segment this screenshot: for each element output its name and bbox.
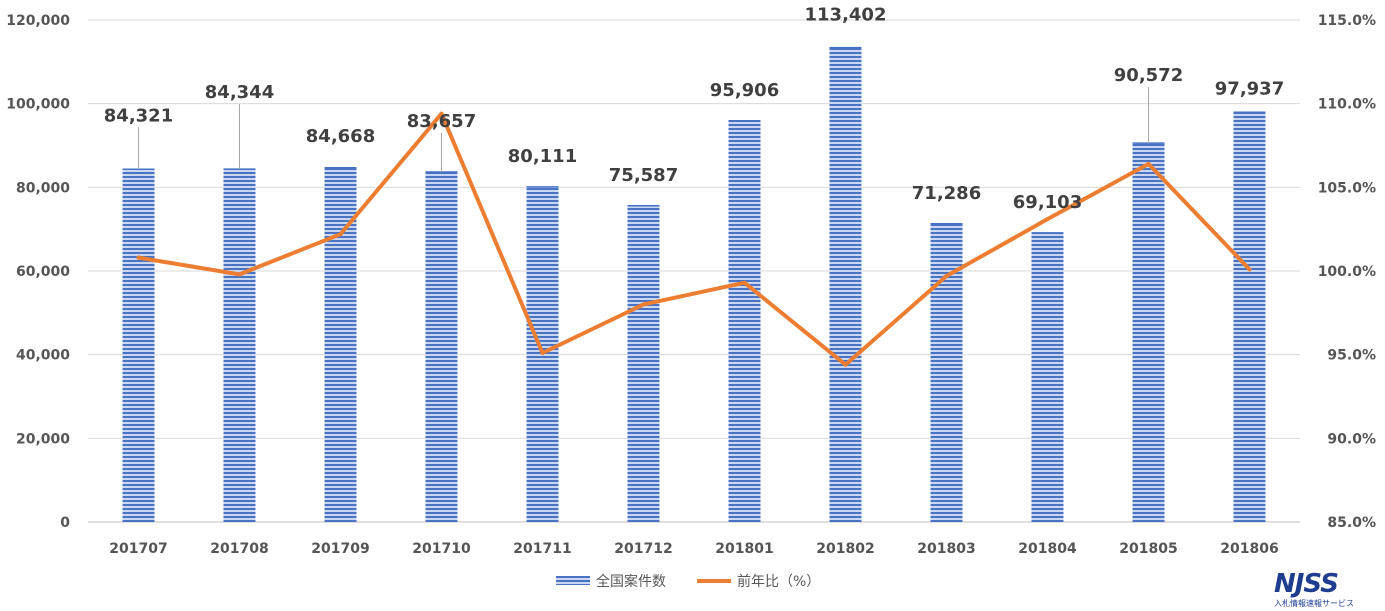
y-right-tick-label: 85.0%	[1327, 515, 1376, 531]
data-labels: 84,321 84,344 84,668 83,657 80,111 75,587 95,9…	[104, 5, 1284, 213]
bar-data-label: 97,937	[1215, 78, 1284, 99]
legend: 全国案件数 前年比（%）	[556, 573, 820, 590]
x-tick-label: 201802	[816, 541, 874, 557]
logo-subtext: 入札情報速報サービス	[1274, 598, 1354, 608]
line-point	[540, 350, 545, 355]
bar	[627, 205, 660, 523]
line-path	[136, 111, 1252, 367]
bar	[324, 167, 357, 522]
x-tick-label: 201711	[513, 541, 571, 557]
line-point	[1045, 217, 1050, 222]
y-left-tick-label: 80,000	[16, 180, 70, 196]
line-point	[742, 280, 747, 285]
bar-data-label: 71,286	[912, 183, 981, 204]
bar	[728, 120, 761, 522]
bar-data-label: 84,344	[205, 82, 274, 103]
x-tick-label: 201710	[412, 541, 471, 557]
x-tick-label: 201801	[715, 541, 773, 557]
y-left-tick-label: 20,000	[16, 431, 70, 447]
legend-label-bar: 全国案件数	[596, 573, 666, 590]
y-right-tick-label: 90.0%	[1327, 431, 1376, 447]
line-point	[1146, 161, 1151, 166]
legend-label-line: 前年比（%）	[737, 573, 820, 590]
njss-logo: NJSS 入札情報速報サービス	[1274, 569, 1354, 608]
x-tick-label: 201709	[311, 541, 369, 557]
bar-series	[122, 46, 1266, 523]
bar	[829, 47, 862, 523]
y-left-tick-label: 0	[60, 515, 70, 531]
y-right-tick-label: 110.0%	[1318, 97, 1376, 113]
leader-lines	[138, 87, 1149, 173]
bar-data-label: 84,321	[104, 105, 173, 126]
bar-data-label: 95,906	[710, 80, 779, 101]
x-tick-label: 201803	[917, 541, 975, 557]
bar	[425, 172, 458, 522]
y-right-tick-label: 100.0%	[1318, 264, 1376, 280]
y-left-tick-label: 120,000	[6, 13, 70, 29]
x-tick-label: 201804	[1018, 541, 1077, 557]
x-tick-label: 201712	[614, 541, 672, 557]
y-right-tick-label: 105.0%	[1318, 180, 1376, 196]
bar-data-label: 113,402	[805, 5, 887, 26]
y-right-tick-label: 95.0%	[1327, 348, 1376, 364]
gridlines	[88, 19, 1300, 523]
y-left-tick-label: 40,000	[16, 348, 70, 364]
bar-data-label: 75,587	[609, 165, 678, 186]
bar	[223, 169, 256, 522]
x-tick-label: 201805	[1119, 541, 1177, 557]
bar-data-label: 90,572	[1114, 65, 1183, 86]
bar	[930, 223, 963, 522]
bar	[1233, 112, 1266, 523]
line-series	[136, 111, 1252, 367]
legend-swatch-bar	[556, 576, 590, 585]
line-point	[237, 272, 242, 277]
line-point	[641, 302, 646, 307]
line-point	[1247, 267, 1252, 272]
bar-data-label: 84,668	[306, 126, 375, 147]
bar-data-label: 80,111	[508, 146, 577, 167]
axes: 0 20,000 40,000 60,000 80,000 100,000 120,000 8…	[6, 13, 1376, 557]
logo-text: NJSS	[1274, 569, 1338, 599]
x-tick-label: 201806	[1220, 541, 1278, 557]
line-point	[843, 362, 848, 367]
bar-data-label: 69,103	[1013, 192, 1082, 213]
bar-data-label: 83,657	[407, 111, 476, 132]
bar	[1031, 232, 1064, 522]
line-point	[944, 274, 949, 279]
y-right-tick-label: 115.0%	[1318, 13, 1376, 29]
y-left-tick-label: 100,000	[6, 97, 70, 113]
bar	[122, 169, 155, 523]
line-point	[439, 111, 444, 116]
line-point	[338, 232, 343, 237]
y-left-tick-label: 60,000	[16, 264, 70, 280]
x-tick-label: 201707	[109, 541, 167, 557]
x-tick-label: 201708	[210, 541, 268, 557]
bar	[1132, 143, 1165, 523]
line-point	[136, 255, 141, 260]
